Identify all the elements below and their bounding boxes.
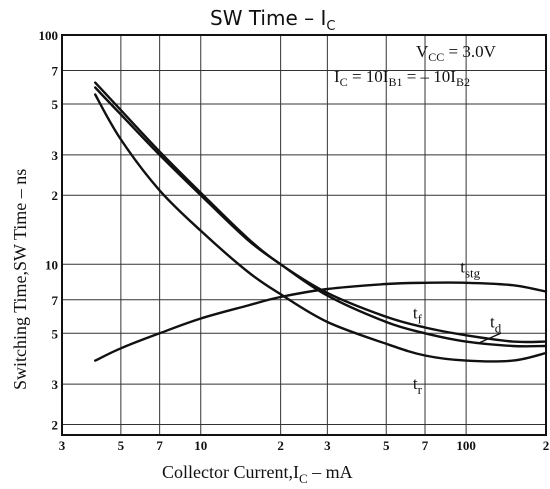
chart-title: SW Time – IC	[210, 6, 335, 34]
series-curves	[94, 81, 548, 363]
x-tick-label: 10	[194, 438, 207, 453]
x-tick-label: 7	[156, 438, 163, 453]
grid-lines	[61, 34, 547, 435]
x-tick-label: 5	[383, 438, 390, 453]
y-tick-label: 2	[52, 188, 59, 203]
x-tick-label: 100	[456, 438, 476, 453]
x-tick-label: 2	[543, 438, 550, 453]
curve-tstg	[94, 281, 548, 362]
y-tick-label: 7	[52, 293, 59, 308]
x-tick-label: 2	[277, 438, 284, 453]
curve-labels: tstg tf td tr	[413, 258, 502, 398]
x-tick-label: 3	[324, 438, 331, 453]
y-tick-label: 5	[52, 326, 59, 341]
y-tick-label: 3	[52, 377, 59, 392]
curve-label-tstg: tstg	[460, 258, 480, 281]
x-tick-label: 7	[422, 438, 429, 453]
curve-tf	[94, 81, 548, 344]
y-tick-label: 3	[52, 148, 59, 163]
plot-frame	[61, 34, 547, 436]
curve-label-tr: tr	[413, 374, 423, 397]
x-tick-label: 5	[118, 438, 125, 453]
curve-tr	[94, 93, 548, 363]
td-pointer-line	[476, 332, 501, 345]
curve-label-td: td	[490, 312, 502, 335]
ic-annotation: IC = 10IB1 = – 10IB2	[334, 67, 470, 89]
y-tick-label: 5	[52, 97, 59, 112]
y-tick-labels: 2 3 5 7 10 2 3 5 7 100	[39, 28, 59, 433]
y-tick-label: 7	[52, 64, 59, 79]
x-axis-label: Collector Current,IC – mA	[162, 462, 353, 486]
y-axis-label: Switching Time,SW Time – ns	[10, 169, 30, 390]
chart-title-subscript: C	[326, 19, 335, 34]
y-tick-label: 100	[39, 28, 59, 43]
chart-title-main: SW Time – I	[210, 6, 326, 30]
x-tick-labels: 3 5 7 10 2 3 5 7 100 2	[59, 438, 550, 453]
x-tick-label: 3	[59, 438, 66, 453]
y-tick-label: 2	[52, 418, 59, 433]
curve-td	[94, 86, 548, 348]
curve-label-tf: tf	[413, 303, 423, 326]
vcc-annotation: VCC = 3.0V	[416, 42, 497, 64]
y-tick-label: 10	[45, 257, 58, 272]
